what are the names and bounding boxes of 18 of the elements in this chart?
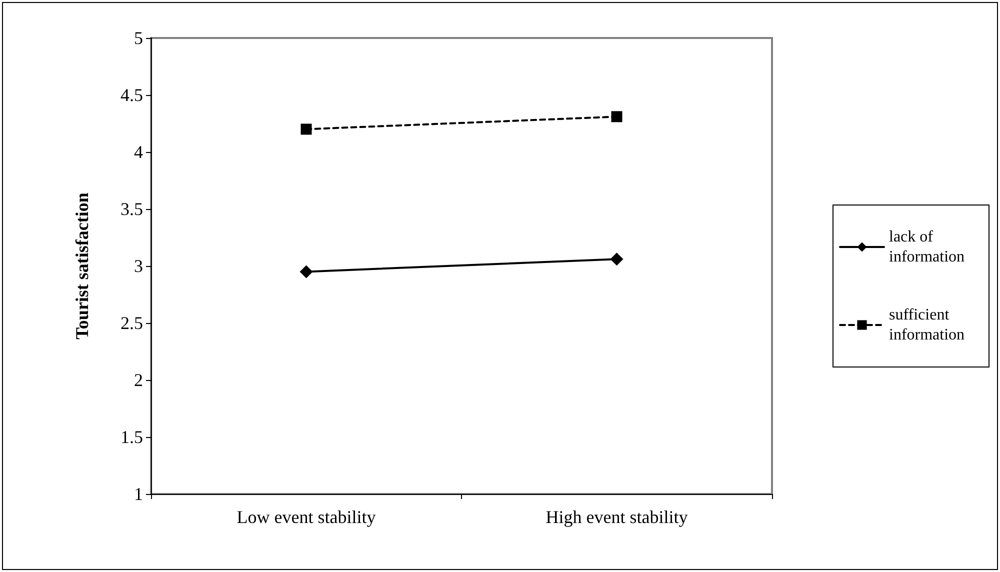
point — [611, 111, 622, 122]
legend-label: sufficient information — [889, 306, 965, 344]
y-tick-label: 3 — [134, 256, 143, 276]
y-axis-title: Tourist satisfaction — [72, 192, 92, 340]
y-tick-label: 3.5 — [120, 199, 143, 219]
y-tick-label: 4 — [134, 142, 143, 162]
y-tick-label: 1.5 — [120, 427, 143, 447]
y-tick-label: 4.5 — [120, 85, 143, 105]
point — [300, 265, 313, 278]
point — [300, 124, 312, 135]
x-tick-label: High event stability — [546, 507, 688, 527]
x-tick-label: Low event stability — [236, 507, 376, 527]
y-tick-label: 5 — [134, 28, 143, 48]
y-tick-label: 2.5 — [120, 313, 143, 333]
point — [610, 252, 624, 266]
y-tick-label: 2 — [134, 370, 143, 390]
y-tick-label: 1 — [134, 484, 143, 504]
legend-label: lack of information — [889, 228, 965, 266]
